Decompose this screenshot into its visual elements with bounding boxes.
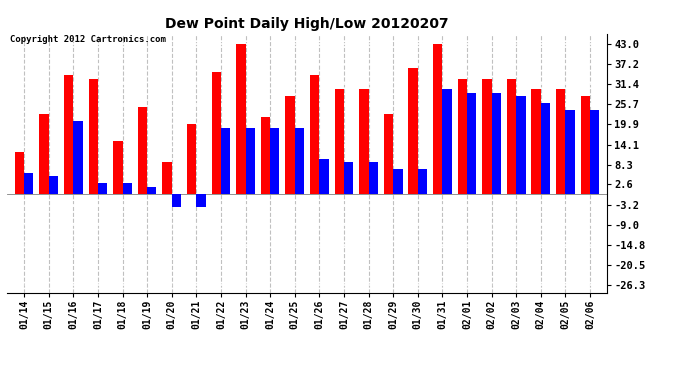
Bar [408, 69, 417, 194]
Bar [457, 79, 467, 194]
Bar [39, 114, 49, 194]
Bar [516, 96, 526, 194]
Bar [286, 96, 295, 194]
Bar [73, 121, 83, 194]
Bar [295, 128, 304, 194]
Bar [319, 159, 328, 194]
Bar [24, 172, 34, 194]
Bar [197, 194, 206, 207]
Bar [49, 176, 58, 194]
Bar [212, 72, 221, 194]
Bar [236, 44, 246, 194]
Bar [64, 75, 73, 194]
Bar [123, 183, 132, 194]
Bar [491, 93, 501, 194]
Bar [270, 128, 279, 194]
Text: Copyright 2012 Cartronics.com: Copyright 2012 Cartronics.com [10, 35, 166, 44]
Bar [261, 117, 270, 194]
Bar [187, 124, 197, 194]
Bar [467, 93, 476, 194]
Bar [393, 169, 402, 194]
Bar [417, 169, 427, 194]
Bar [541, 103, 550, 194]
Bar [507, 79, 516, 194]
Bar [335, 89, 344, 194]
Bar [138, 106, 147, 194]
Bar [246, 128, 255, 194]
Bar [162, 162, 172, 194]
Bar [221, 128, 230, 194]
Bar [14, 152, 24, 194]
Bar [88, 79, 98, 194]
Bar [172, 194, 181, 207]
Bar [147, 187, 157, 194]
Bar [580, 96, 590, 194]
Bar [368, 162, 378, 194]
Bar [482, 79, 491, 194]
Bar [359, 89, 368, 194]
Bar [384, 114, 393, 194]
Title: Dew Point Daily High/Low 20120207: Dew Point Daily High/Low 20120207 [165, 17, 449, 31]
Bar [113, 141, 123, 194]
Bar [590, 110, 600, 194]
Bar [344, 162, 353, 194]
Bar [556, 89, 565, 194]
Bar [531, 89, 541, 194]
Bar [442, 89, 452, 194]
Bar [310, 75, 319, 194]
Bar [565, 110, 575, 194]
Bar [433, 44, 442, 194]
Bar [98, 183, 107, 194]
